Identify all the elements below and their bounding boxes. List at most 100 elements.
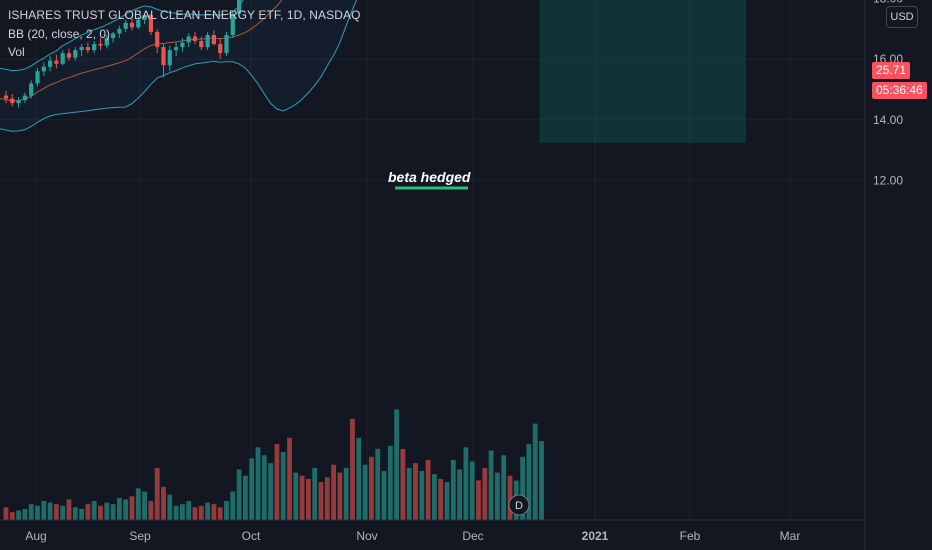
candle [66, 53, 72, 58]
volume-legend[interactable]: Vol [8, 45, 25, 59]
candle [16, 100, 21, 104]
take-profit-zone [539, 0, 746, 143]
candle [104, 37, 109, 46]
volume-bar [331, 464, 336, 520]
candle [111, 33, 116, 38]
volume-bar [375, 448, 381, 520]
volume-bar [79, 508, 84, 520]
volume-bar [495, 472, 500, 520]
volume-bar [425, 459, 431, 520]
bollinger-basis-line [0, 0, 283, 102]
candle [224, 34, 229, 54]
candle [98, 44, 103, 46]
volume-bar [488, 450, 494, 520]
volume-bar [98, 505, 103, 520]
volume-bar [274, 444, 280, 520]
time-tick-label: Feb [680, 529, 701, 543]
volume-bar [243, 475, 248, 520]
volume-bar [3, 507, 9, 520]
volume-bar [22, 508, 28, 520]
volume-bar [413, 463, 418, 520]
candle [199, 41, 204, 48]
volume-bar [9, 512, 15, 520]
candle [211, 34, 216, 45]
volume-bar [167, 494, 173, 520]
volume-bar [501, 455, 507, 520]
candle [230, 13, 235, 35]
candle [92, 44, 97, 51]
volume-bar [54, 504, 59, 520]
candle [3, 95, 9, 99]
volume-bar [438, 478, 444, 520]
candle [117, 28, 122, 34]
last-price-label: 25.71 [872, 62, 911, 79]
price-tick-label: 12.00 [873, 173, 903, 187]
volume-bar [343, 467, 349, 520]
volume-bar [236, 469, 242, 520]
volume-bar [161, 486, 166, 520]
candle [218, 44, 223, 54]
volume-bar [123, 499, 129, 520]
volume-bar [324, 477, 330, 520]
volume-bar [249, 458, 255, 520]
volume-bar [60, 505, 66, 520]
volume-bar [299, 475, 305, 520]
candle [35, 71, 40, 84]
volume-bar [142, 491, 147, 520]
candle [85, 47, 90, 51]
dividend-marker[interactable]: D [508, 494, 530, 516]
volume-bar [350, 418, 355, 520]
countdown-label: 05:36:46 [872, 82, 927, 99]
candle [41, 66, 46, 72]
volume-bar [400, 448, 406, 520]
volume-bar [110, 504, 116, 520]
volume-bar [280, 452, 286, 520]
candle [48, 60, 53, 67]
volume-bar [482, 467, 488, 520]
volume-bar [180, 504, 185, 520]
volume-bar [520, 456, 525, 520]
volume-bar [268, 463, 273, 520]
volume-bar [463, 447, 469, 520]
volume-bar [117, 497, 122, 520]
volume-bar [192, 507, 198, 520]
volume-bar [261, 455, 267, 520]
volume-bar [205, 502, 210, 520]
volume-bar [173, 505, 179, 520]
volume-bar [432, 474, 437, 520]
volume-bar [532, 423, 538, 520]
volume-bar [387, 445, 393, 520]
volume-bar [47, 502, 53, 520]
volume-bar [91, 501, 97, 520]
volume-bar [450, 459, 456, 520]
bollinger-legend[interactable]: BB (20, close, 2, 0) [8, 27, 111, 41]
volume-bar [444, 482, 450, 520]
currency-button[interactable]: USD [886, 6, 918, 28]
volume-bar [224, 501, 229, 520]
volume-bar [337, 472, 343, 520]
volume-bar [16, 510, 21, 520]
volume-bar [394, 409, 399, 520]
price-tick-label: 18.00 [873, 0, 903, 6]
dividend-marker-circle [508, 494, 530, 516]
candle [29, 83, 34, 96]
volume-bar [406, 467, 412, 520]
volume-bar [198, 505, 204, 520]
volume-bar [419, 471, 425, 520]
time-tick-label: Sep [129, 529, 151, 543]
volume-bar [526, 444, 532, 520]
time-tick-label: Dec [462, 529, 483, 543]
price-tick-label: 14.00 [873, 113, 903, 127]
volume-bar [457, 469, 462, 520]
volume-bar [318, 482, 324, 520]
candle [237, 0, 242, 14]
bollinger-upper-line [0, 0, 244, 72]
symbol-title[interactable]: ISHARES TRUST GLOBAL CLEAN ENERGY ETF, 1… [8, 8, 361, 22]
volume-bar [287, 437, 292, 520]
volume-bar [469, 461, 475, 520]
volume-bar [369, 456, 374, 520]
candle [205, 34, 210, 48]
volume-bar [41, 501, 47, 520]
candle [129, 22, 135, 28]
